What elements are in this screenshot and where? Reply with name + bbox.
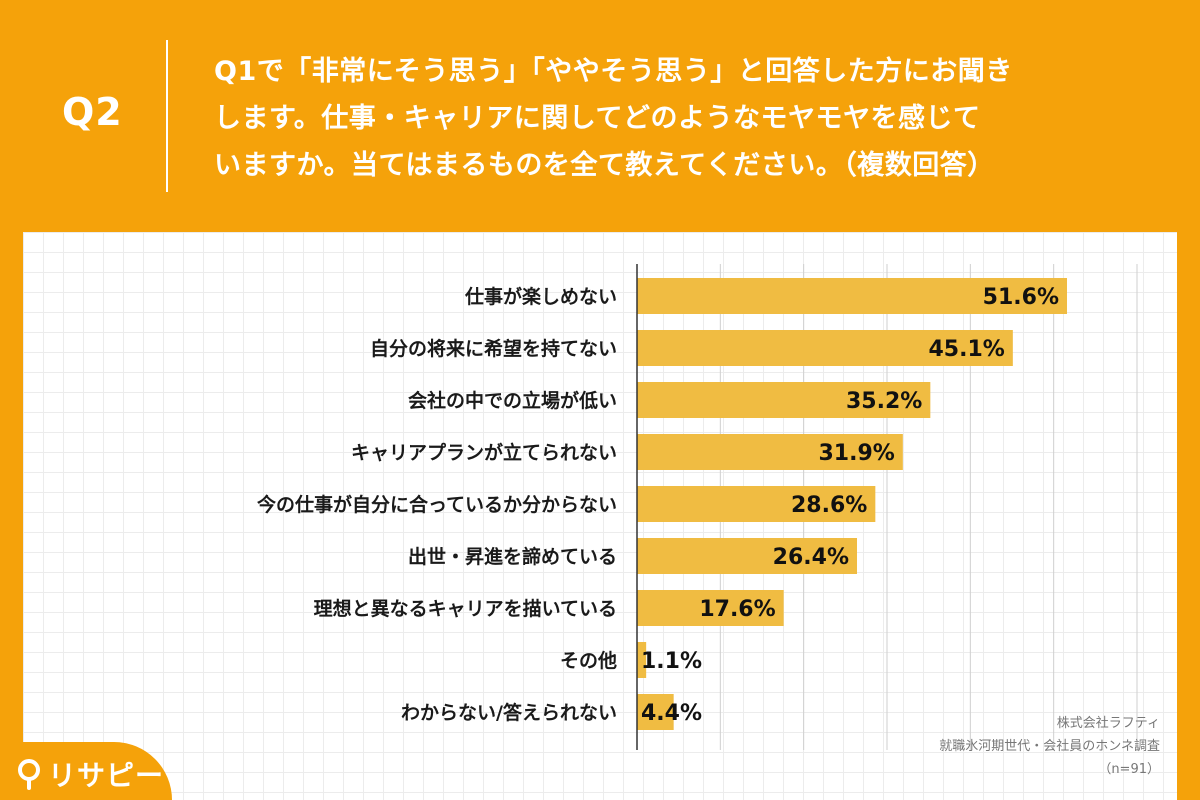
value-label: 1.1% [641, 649, 702, 674]
category-label: 今の仕事が自分に合っているか分からない [256, 493, 617, 516]
value-label: 4.4% [641, 701, 702, 726]
bar-chart: 仕事が楽しめない 51.6% 自分の将来に希望を持てない 45.1% 会社の中での立場が… [256, 264, 1138, 750]
value-label: 17.6% [699, 597, 775, 622]
source-company: 株式会社ラフティ [1056, 716, 1160, 731]
value-label: 35.2% [846, 389, 922, 414]
category-label: 会社の中での立場が低い [408, 389, 617, 412]
source-survey: 就職氷河期世代・会社員のホンネ調査 [939, 739, 1160, 754]
bar [637, 642, 647, 678]
question-number: Q2 [62, 90, 123, 134]
location-pin-icon [18, 759, 40, 790]
value-label: 26.4% [773, 545, 849, 570]
bar [637, 486, 876, 522]
source-note: 株式会社ラフティ 就職氷河期世代・会社員のホンネ調査 （n=91） [840, 712, 1160, 781]
bar [637, 382, 931, 418]
category-label: 理想と異なるキャリアを描いている [314, 597, 617, 620]
value-label: 28.6% [791, 493, 867, 518]
header-divider [166, 40, 168, 192]
source-sample: （n=91） [1098, 762, 1160, 777]
category-label: 自分の将来に希望を持てない [370, 337, 617, 360]
category-label: わからない/答えられない [401, 701, 617, 724]
bar [637, 590, 784, 626]
chart-panel: 仕事が楽しめない 51.6% 自分の将来に希望を持てない 45.1% 会社の中での立場が… [23, 232, 1177, 800]
question-line: します。仕事・キャリアに関してどのようなモヤモヤを感じて [214, 103, 981, 134]
bar [637, 538, 857, 574]
bar [637, 330, 1013, 366]
question-line: Q1で「非常にそう思う」「ややそう思う」と回答した方にお聞き [214, 56, 1013, 87]
category-label: その他 [560, 649, 617, 672]
header: Q2 Q1で「非常にそう思う」「ややそう思う」と回答した方にお聞き します。仕事… [0, 0, 1200, 232]
bar [637, 278, 1067, 314]
value-label: 51.6% [983, 285, 1059, 310]
logo-text: リサピー [48, 759, 165, 792]
logo: リサピー [14, 754, 164, 794]
bar [637, 694, 674, 730]
category-label: キャリアプランが立てられない [351, 441, 617, 464]
category-label: 仕事が楽しめない [464, 285, 617, 308]
question-text: Q1で「非常にそう思う」「ややそう思う」と回答した方にお聞き します。仕事・キャ… [214, 48, 1174, 189]
bar [637, 434, 903, 470]
value-label: 45.1% [929, 337, 1005, 362]
logo-tab [0, 742, 172, 800]
value-label: 31.9% [819, 441, 895, 466]
category-label: 出世・昇進を諦めている [408, 545, 617, 568]
question-line: いますか。当てはまるものを全て教えてください。（複数回答） [214, 150, 995, 181]
